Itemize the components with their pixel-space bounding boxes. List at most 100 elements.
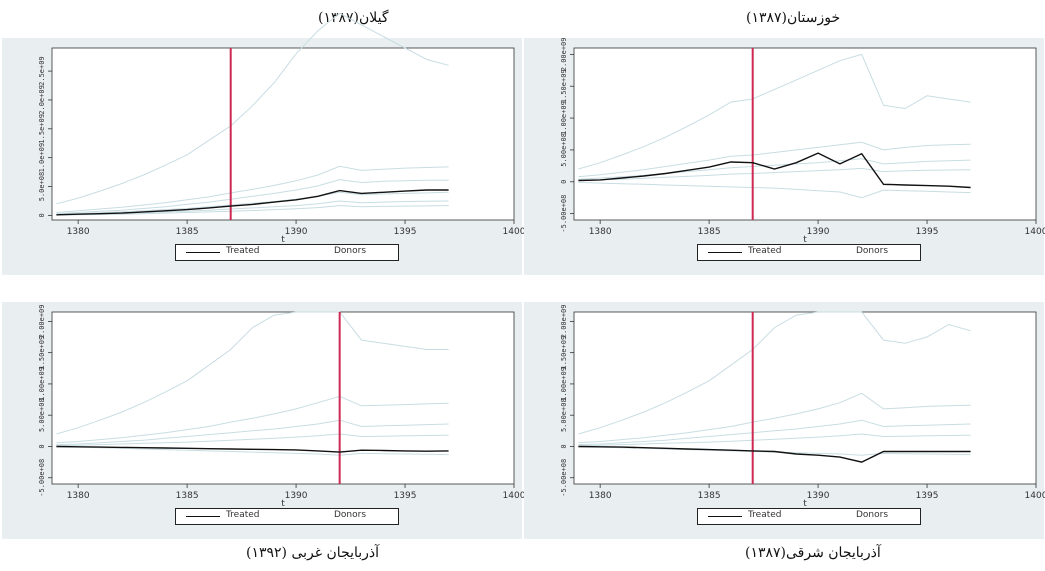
x-tick-label: 1385 [176, 491, 199, 501]
y-tick-label: 0 [38, 213, 46, 217]
plot-area [573, 311, 1037, 485]
donor-line-4 [56, 433, 449, 447]
treated-line [578, 445, 971, 463]
legend-treated-swatch [708, 516, 742, 517]
chart-title-west-azarbaijan: آذربایجان غربی (۱۳۹۲) [246, 545, 380, 561]
donor-line-2 [578, 392, 971, 444]
y-tick-label: 2.0e+09 [38, 85, 46, 115]
x-tick-label: 1400 [1025, 491, 1045, 501]
treated-line [56, 189, 449, 216]
treated-line [56, 445, 449, 453]
y-tick-label: 0 [38, 444, 46, 448]
x-tick-label: 1385 [698, 227, 721, 237]
legend-label-treated: Treated [748, 510, 782, 520]
legend-label-treated: Treated [748, 246, 782, 256]
y-tick-label: 1.00e+09 [560, 367, 568, 401]
treated-line [578, 152, 971, 189]
donor-line-2 [56, 165, 449, 213]
donor-line-2 [56, 395, 449, 444]
y-tick-label: 1.50e+09 [38, 336, 46, 370]
donor-line-3 [56, 419, 449, 446]
x-tick-label: 1395 [394, 491, 417, 501]
x-tick-label: 1390 [807, 227, 830, 237]
y-tick-label: 1.00e+09 [560, 101, 568, 135]
x-tick-label: 1380 [589, 491, 612, 501]
legend-label-donors: Donors [334, 510, 367, 520]
legend-label-treated: Treated [226, 510, 260, 520]
y-tick-label: 2.00e+09 [560, 38, 568, 72]
y-tick-label: 5.0e+08 [38, 172, 46, 202]
x-tick-label: 1400 [1025, 227, 1045, 237]
x-tick-label: 1400 [503, 227, 526, 237]
donor-line-1 [578, 53, 971, 170]
legend-label-donors: Donors [856, 510, 889, 520]
donor-line-1 [56, 311, 449, 435]
donor-line-4 [578, 167, 971, 181]
x-tick-label: 1390 [807, 491, 830, 501]
x-axis-label: t [281, 235, 285, 245]
y-tick-label: 2.00e+09 [560, 305, 568, 339]
y-tick-label: 5.00e+08 [560, 133, 568, 167]
chart-legend: Treated Donors [175, 244, 399, 261]
chart-panel-khuzestan: 1380 1385 1390 1395 1400 t -5.00e+08 0 5.00e+08 1… [524, 38, 1045, 275]
chart-panel-west-azarbaijan: 1380 1385 1390 1395 1400 t -5.00e+08 0 5.00e+08 1… [2, 302, 526, 539]
donor-line-4 [578, 433, 971, 447]
chart-legend: Treated Donors [697, 244, 921, 261]
x-tick-label: 1395 [916, 491, 939, 501]
chart-title-east-azarbaijan: آذربایجان شرقی(۱۳۸۷) [745, 545, 881, 561]
donor-line-5 [578, 181, 971, 199]
y-tick-label: 1.0e+09 [38, 143, 46, 173]
donor-line-3 [56, 179, 449, 215]
chart-svg-khuzestan: 1380 1385 1390 1395 1400t-5.00e+0805.00e+081… [560, 38, 1045, 245]
y-tick-label: 2.00e+09 [38, 305, 46, 339]
donor-line-5 [56, 446, 449, 456]
chart-svg-gilan: 1380 1385 1390 1395 1400 t 0 5.0e+081.0e+091.5e… [38, 12, 526, 245]
chart-legend: Treated Donors [175, 508, 399, 525]
legend-treated-swatch [186, 516, 220, 517]
y-tick-label: 1.00e+09 [38, 367, 46, 401]
y-tick-label: 1.5e+09 [38, 114, 46, 144]
chart-panel-east-azarbaijan: 1380 1385 1390 1395 1400 t -5.00e+08 0 5.00e+08 1… [524, 302, 1045, 539]
chart-panel-gilan: 1380 1385 1390 1395 1400 t 0 5.0e+08 1.0e+09 1.5e… [2, 12, 526, 275]
y-tick-label: 5.00e+08 [38, 398, 46, 432]
x-axis-label: t [803, 499, 807, 509]
plot-area [51, 47, 515, 221]
y-tick-label: 1.50e+09 [560, 336, 568, 370]
x-tick-label: 1395 [394, 227, 417, 237]
x-tick-label: 1395 [916, 227, 939, 237]
x-tick-label: 1400 [503, 491, 526, 501]
x-tick-label: 1385 [176, 227, 199, 237]
legend-label-treated: Treated [226, 246, 260, 256]
donor-line-2 [578, 141, 971, 178]
x-axis-label: t [281, 499, 285, 509]
donor-line-6 [56, 205, 449, 216]
plot-area [573, 47, 1037, 221]
y-tick-label: -5.00e+08 [560, 195, 568, 233]
y-tick-label: -5.00e+08 [560, 459, 568, 497]
donor-line-1 [578, 311, 971, 435]
legend-label-donors: Donors [334, 246, 367, 256]
plot-area [51, 311, 515, 485]
x-tick-label: 1380 [67, 491, 90, 501]
donor-line-1 [56, 12, 449, 205]
chart-svg-east-azarbaijan: 1380 1385 1390 1395 1400t-5.00e+0805.00e+081… [560, 305, 1045, 509]
y-tick-label: 2.5e+09 [38, 56, 46, 86]
legend-label-donors: Donors [856, 246, 889, 256]
x-tick-label: 1385 [698, 491, 721, 501]
chart-title-gilan: گیلان(۱۳۸۷) [318, 10, 389, 26]
chart-legend: Treated Donors [697, 508, 921, 525]
y-tick-label: 0 [560, 444, 568, 448]
donor-line-4 [56, 191, 449, 215]
x-tick-label: 1380 [67, 227, 90, 237]
x-tick-label: 1390 [285, 227, 308, 237]
y-tick-label: 0 [560, 180, 568, 184]
x-tick-label: 1390 [285, 491, 308, 501]
x-tick-label: 1380 [589, 227, 612, 237]
chart-title-khuzestan: خوزستان(۱۳۸۷) [746, 10, 841, 26]
legend-treated-swatch [186, 252, 220, 253]
donor-line-3 [578, 419, 971, 446]
y-tick-label: 5.00e+08 [560, 398, 568, 432]
chart-svg-west-azarbaijan: 1380 1385 1390 1395 1400t-5.00e+0805.00e+081… [38, 305, 526, 509]
y-tick-label: 1.50e+09 [560, 69, 568, 103]
y-tick-label: -5.00e+08 [38, 459, 46, 497]
